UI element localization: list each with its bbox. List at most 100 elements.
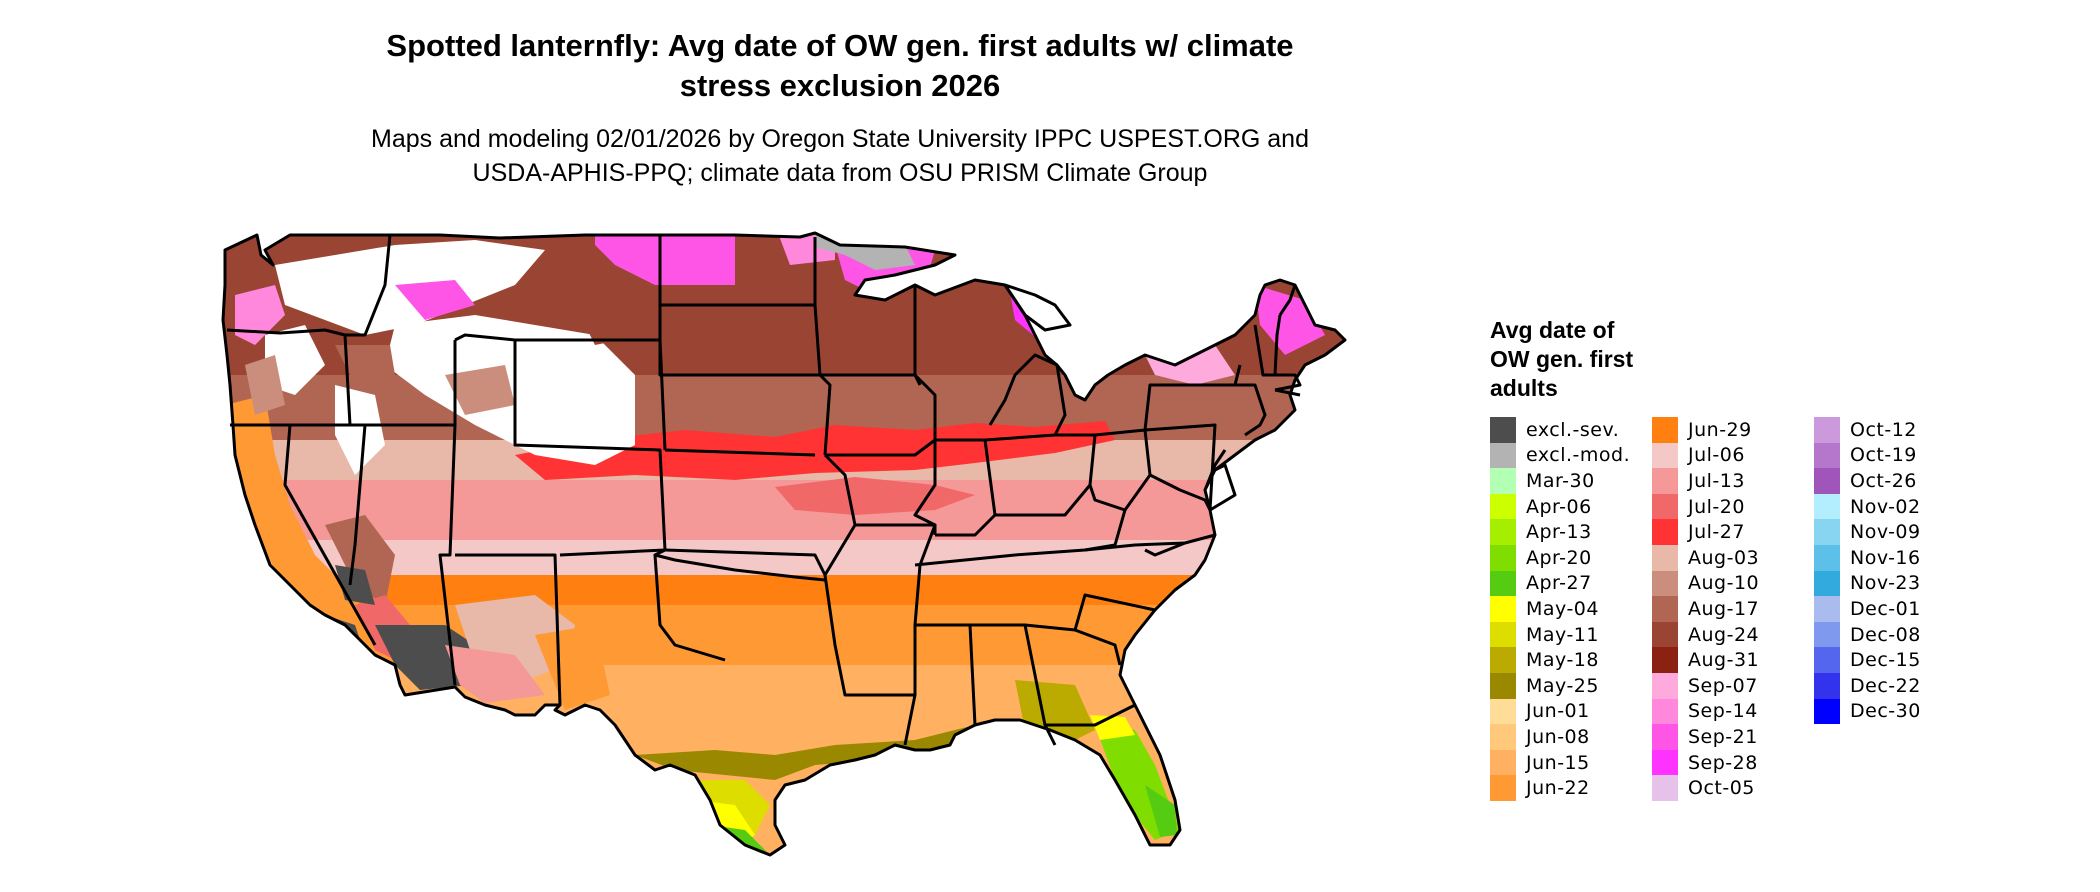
legend-label: Dec-22: [1850, 674, 1921, 697]
legend-label: Aug-17: [1688, 597, 1760, 620]
legend-label: Nov-09: [1850, 521, 1921, 544]
map-subtitle-line-2: USDA-APHIS-PPQ; climate data from OSU PR…: [472, 159, 1208, 187]
legend-swatch: [1490, 647, 1516, 673]
legend-title-line-1: Avg date of: [1490, 317, 1615, 343]
legend-label: Oct-12: [1850, 418, 1917, 441]
legend-title: Avg date of OW gen. first adults: [1490, 316, 1976, 403]
legend-entry: Jul-06: [1652, 442, 1814, 469]
legend-entry: May-04: [1490, 596, 1652, 622]
legend-entry: Apr-20: [1490, 544, 1652, 571]
legend-swatch: [1490, 621, 1516, 648]
legend-swatch: [1814, 647, 1840, 673]
legend-entry: Apr-27: [1490, 570, 1652, 597]
legend-entry: Nov-16: [1814, 544, 1976, 571]
legend-label: Aug-24: [1688, 623, 1760, 646]
legend-swatch: [1652, 570, 1678, 597]
legend-swatch: [1490, 417, 1516, 443]
legend-entry: Dec-08: [1814, 621, 1976, 648]
legend-label: Apr-13: [1526, 521, 1592, 544]
legend-entry: Oct-19: [1814, 442, 1976, 469]
legend-swatch: [1490, 672, 1516, 699]
legend-label: Dec-08: [1850, 623, 1921, 646]
legend-swatch: [1814, 468, 1840, 494]
legend-swatch: [1652, 621, 1678, 648]
legend-swatch: [1490, 724, 1516, 750]
legend-swatch: [1652, 698, 1678, 725]
legend-label: Dec-15: [1850, 649, 1921, 672]
map-subtitle-line-1: Maps and modeling 02/01/2026 by Oregon S…: [371, 125, 1309, 153]
us-phenology-map: [221, 231, 1347, 857]
legend-entry: Dec-01: [1814, 596, 1976, 622]
map-title-line-2: stress exclusion 2026: [679, 68, 1001, 103]
legend-entry: Nov-02: [1814, 493, 1976, 520]
legend-swatch: [1814, 519, 1840, 545]
legend-entry: Aug-24: [1652, 621, 1814, 648]
legend-entry: excl.-mod.: [1490, 442, 1652, 469]
legend-entry: Aug-31: [1652, 647, 1814, 673]
legend-entry: Sep-21: [1652, 724, 1814, 750]
legend-swatch: [1490, 519, 1516, 545]
legend-label: Apr-06: [1526, 495, 1592, 518]
legend-swatch: [1652, 493, 1678, 520]
legend-swatch: [1490, 775, 1516, 801]
legend-label: Jun-15: [1526, 751, 1590, 774]
legend-label: Mar-30: [1526, 469, 1595, 492]
legend-entry: Sep-28: [1652, 749, 1814, 776]
legend-entry: Apr-13: [1490, 519, 1652, 545]
legend-label: Apr-20: [1526, 546, 1592, 569]
legend-swatch: [1814, 442, 1840, 469]
legend-label: Nov-16: [1850, 546, 1921, 569]
legend-label: Jul-20: [1688, 495, 1745, 518]
legend-entry: Oct-12: [1814, 417, 1976, 443]
legend-label: Aug-10: [1688, 572, 1760, 595]
map-title: Spotted lanternfly: Avg date of OW gen. …: [300, 26, 1380, 106]
legend-swatch: [1652, 442, 1678, 469]
legend-entry: Dec-15: [1814, 647, 1976, 673]
legend-entry: May-25: [1490, 672, 1652, 699]
legend-swatch: [1490, 749, 1516, 776]
legend-label: Sep-14: [1688, 700, 1758, 723]
legend-swatch: [1814, 570, 1840, 597]
legend-entry: Jun-15: [1490, 749, 1652, 776]
legend-swatch: [1814, 417, 1840, 443]
legend-entry: Aug-10: [1652, 570, 1814, 597]
legend-entry: Jul-13: [1652, 468, 1814, 494]
legend-swatch: [1490, 544, 1516, 571]
map-subtitle: Maps and modeling 02/01/2026 by Oregon S…: [260, 122, 1420, 190]
legend-entry: Jul-27: [1652, 519, 1814, 545]
legend-label: Oct-05: [1688, 777, 1755, 800]
legend-swatch: [1652, 672, 1678, 699]
legend-label: Sep-21: [1688, 725, 1758, 748]
legend-swatch: [1814, 621, 1840, 648]
legend-label: May-11: [1526, 623, 1599, 646]
legend-swatch: [1814, 672, 1840, 699]
legend-entry: May-18: [1490, 647, 1652, 673]
legend-entry: Jul-20: [1652, 493, 1814, 520]
legend-swatch: [1814, 493, 1840, 520]
legend-label: May-25: [1526, 674, 1599, 697]
legend-title-line-2: OW gen. first: [1490, 346, 1634, 372]
legend-label: Aug-31: [1688, 649, 1760, 672]
legend-swatch: [1814, 596, 1840, 622]
legend-swatch: [1814, 544, 1840, 571]
legend-label: Jul-13: [1688, 469, 1745, 492]
legend-entry: Nov-23: [1814, 570, 1976, 597]
legend-label: Jun-01: [1526, 700, 1590, 723]
legend-label: Jul-27: [1688, 521, 1745, 544]
legend-column-1: excl.-sev. excl.-mod. Mar-30 Apr-06 Apr-13 Ap…: [1490, 417, 1652, 801]
legend-label: excl.-sev.: [1526, 418, 1620, 441]
legend-label: Oct-26: [1850, 469, 1917, 492]
legend-label: Dec-01: [1850, 597, 1921, 620]
legend-entry: Jun-22: [1490, 775, 1652, 801]
legend-swatch: [1490, 596, 1516, 622]
legend-swatch: [1652, 749, 1678, 776]
legend-swatch: [1490, 442, 1516, 469]
legend-entry: Oct-26: [1814, 468, 1976, 494]
legend-label: Jul-06: [1688, 444, 1745, 467]
legend-title-line-3: adults: [1490, 375, 1558, 401]
legend-entry: Aug-17: [1652, 596, 1814, 622]
legend-swatch: [1490, 698, 1516, 725]
legend-swatch: [1652, 544, 1678, 571]
legend-swatch: [1652, 724, 1678, 750]
legend-entry: Oct-05: [1652, 775, 1814, 801]
